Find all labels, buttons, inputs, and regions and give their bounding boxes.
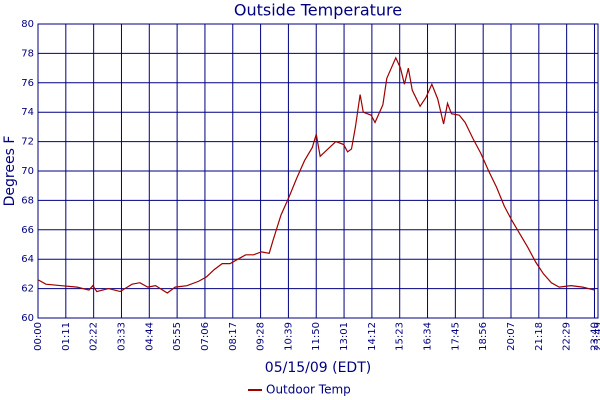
y-tick-label: 62 (21, 284, 34, 295)
x-tick-label: 13:01 (339, 322, 350, 351)
y-tick-label: 64 (21, 254, 34, 265)
x-tick-label: 18:56 (478, 322, 489, 351)
y-tick-label: 66 (21, 225, 34, 236)
y-tick-label: 68 (21, 195, 34, 206)
x-tick-label: 22:29 (562, 322, 573, 351)
x-tick-label: 02:22 (89, 322, 100, 351)
x-tick-label: 04:44 (144, 322, 155, 351)
y-tick-label: 70 (21, 166, 34, 177)
y-tick-label: 74 (21, 107, 34, 118)
chart-title: Outside Temperature (234, 1, 402, 20)
x-tick-label: 03:33 (116, 322, 127, 351)
x-tick-label: 14:12 (367, 322, 378, 351)
x-tick-label: 05:55 (172, 322, 183, 351)
x-tick-label: 01:11 (61, 322, 72, 351)
x-tick-label: 07:06 (200, 322, 211, 351)
x-tick-label: 23:40 (589, 322, 600, 351)
x-tick-label: 16:34 (423, 322, 434, 351)
y-tick-label: 72 (21, 137, 34, 148)
x-tick-label: 08:17 (228, 322, 239, 351)
x-tick-label: 17:45 (450, 322, 461, 351)
x-tick-label: 23:49 (593, 322, 600, 351)
x-tick-label: 21:18 (534, 322, 545, 351)
x-tick-label: 11:50 (311, 322, 322, 351)
x-axis-label: 05/15/09 (EDT) (265, 360, 371, 376)
y-axis-label: Degrees F (2, 136, 18, 207)
x-tick-label: 15:23 (395, 322, 406, 351)
x-tick-label: 09:28 (256, 322, 267, 351)
x-tick-label: 00:00 (33, 322, 44, 351)
y-tick-label: 60 (21, 313, 34, 324)
x-tick-label: 20:07 (506, 322, 517, 351)
data-line (37, 56, 595, 294)
y-tick-label: 76 (21, 78, 34, 89)
y-tick-label: 78 (21, 48, 34, 59)
legend-label: Outdoor Temp (266, 383, 351, 397)
x-tick-label: 10:39 (283, 322, 294, 351)
y-tick-label: 80 (21, 19, 34, 30)
